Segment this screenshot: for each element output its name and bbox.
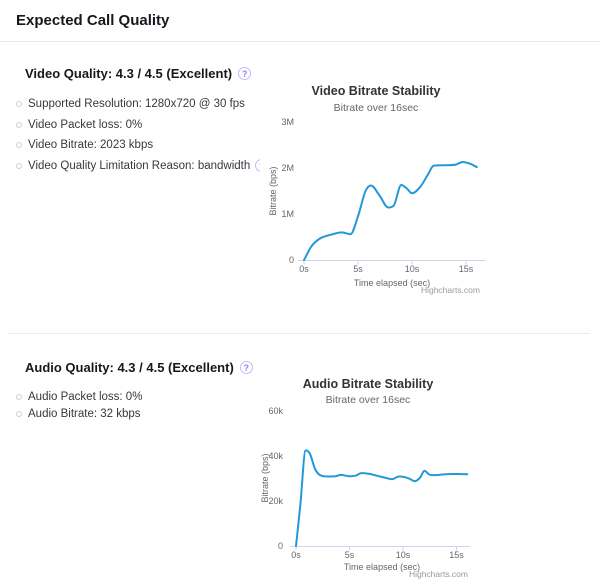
highcharts-credit[interactable]: Highcharts.com xyxy=(409,569,468,579)
x-axis-title: Time elapsed (sec) xyxy=(344,562,420,572)
y-axis-title: Bitrate (bps) xyxy=(268,166,278,215)
y-tick-label: 0 xyxy=(289,255,294,265)
bitrate-line-series xyxy=(303,161,478,261)
y-tick-label: 0 xyxy=(278,541,283,551)
y-tick-label: 40k xyxy=(268,451,283,461)
audio-chart-svg: Audio Bitrate Stability Bitrate over 16se… xyxy=(260,377,470,579)
list-item-text: Video Quality Limitation Reason: bandwid… xyxy=(28,159,251,172)
x-tick-label: 0s xyxy=(299,264,309,274)
bullet-icon xyxy=(16,410,22,417)
y-tick-label: 1M xyxy=(281,209,294,219)
list-item-text: Supported Resolution: 1280x720 @ 30 fps xyxy=(28,98,245,111)
bullet-icon xyxy=(16,121,22,128)
x-axis-title: Time elapsed (sec) xyxy=(354,278,430,288)
list-item: Audio Bitrate: 32 kbps xyxy=(16,405,276,422)
help-icon[interactable]: ? xyxy=(238,67,252,80)
y-axis-title: Bitrate (bps) xyxy=(260,453,270,502)
chart-subtitle: Bitrate over 16sec xyxy=(334,102,419,114)
list-item-text: Audio Bitrate: 32 kbps xyxy=(28,407,141,420)
list-item: Supported Resolution: 1280x720 @ 30 fps xyxy=(16,94,276,115)
bullet-icon xyxy=(16,393,22,400)
x-tick-label: 15s xyxy=(449,550,464,560)
x-tick-label: 5s xyxy=(345,550,355,560)
x-tick-label: 10s xyxy=(396,550,411,560)
y-tick-label: 20k xyxy=(268,496,283,506)
x-tick-label: 15s xyxy=(459,264,474,274)
bullet-icon xyxy=(16,142,22,149)
video-chart-svg: Video Bitrate Stability Bitrate over 16se… xyxy=(268,84,486,295)
page-title: Expected Call Quality xyxy=(16,12,170,29)
highcharts-credit[interactable]: Highcharts.com xyxy=(421,285,480,295)
video-bitrate-chart[interactable]: Video Bitrate Stability Bitrate over 16se… xyxy=(260,80,500,295)
video-quality-heading-text: Video Quality: 4.3 / 4.5 (Excellent) xyxy=(25,66,233,81)
list-item-text: Video Bitrate: 2023 kbps xyxy=(28,139,154,152)
x-tick-label: 5s xyxy=(353,264,363,274)
y-tick-label: 3M xyxy=(281,117,294,127)
x-tick-label: 0s xyxy=(291,550,301,560)
section-divider xyxy=(8,333,590,334)
list-item-text: Audio Packet loss: 0% xyxy=(28,390,143,403)
list-item-text: Video Packet loss: 0% xyxy=(28,118,143,131)
bitrate-line-series xyxy=(295,449,469,547)
chart-title: Video Bitrate Stability xyxy=(312,84,441,98)
video-quality-bullet-list: Supported Resolution: 1280x720 @ 30 fps … xyxy=(16,94,276,176)
list-item: Video Quality Limitation Reason: bandwid… xyxy=(16,156,276,177)
list-item: Video Packet loss: 0% xyxy=(16,115,276,136)
y-tick-label: 60k xyxy=(268,406,283,416)
list-item: Audio Packet loss: 0% xyxy=(16,388,276,405)
x-tick-label: 10s xyxy=(405,264,420,274)
chart-title: Audio Bitrate Stability xyxy=(303,377,434,391)
help-icon[interactable]: ? xyxy=(239,361,253,374)
video-quality-heading: Video Quality: 4.3 / 4.5 (Excellent) ? xyxy=(25,66,252,81)
y-tick-label: 2M xyxy=(281,163,294,173)
bullet-icon xyxy=(16,101,22,108)
audio-quality-heading-text: Audio Quality: 4.3 / 4.5 (Excellent) xyxy=(25,360,234,375)
page-header: Expected Call Quality xyxy=(0,0,600,42)
chart-subtitle: Bitrate over 16sec xyxy=(326,394,411,406)
audio-quality-heading: Audio Quality: 4.3 / 4.5 (Excellent) ? xyxy=(25,360,253,375)
audio-quality-bullet-list: Audio Packet loss: 0% Audio Bitrate: 32 … xyxy=(16,388,276,422)
bullet-icon xyxy=(16,162,22,169)
list-item: Video Bitrate: 2023 kbps xyxy=(16,135,276,156)
audio-bitrate-chart[interactable]: Audio Bitrate Stability Bitrate over 16se… xyxy=(260,370,500,582)
